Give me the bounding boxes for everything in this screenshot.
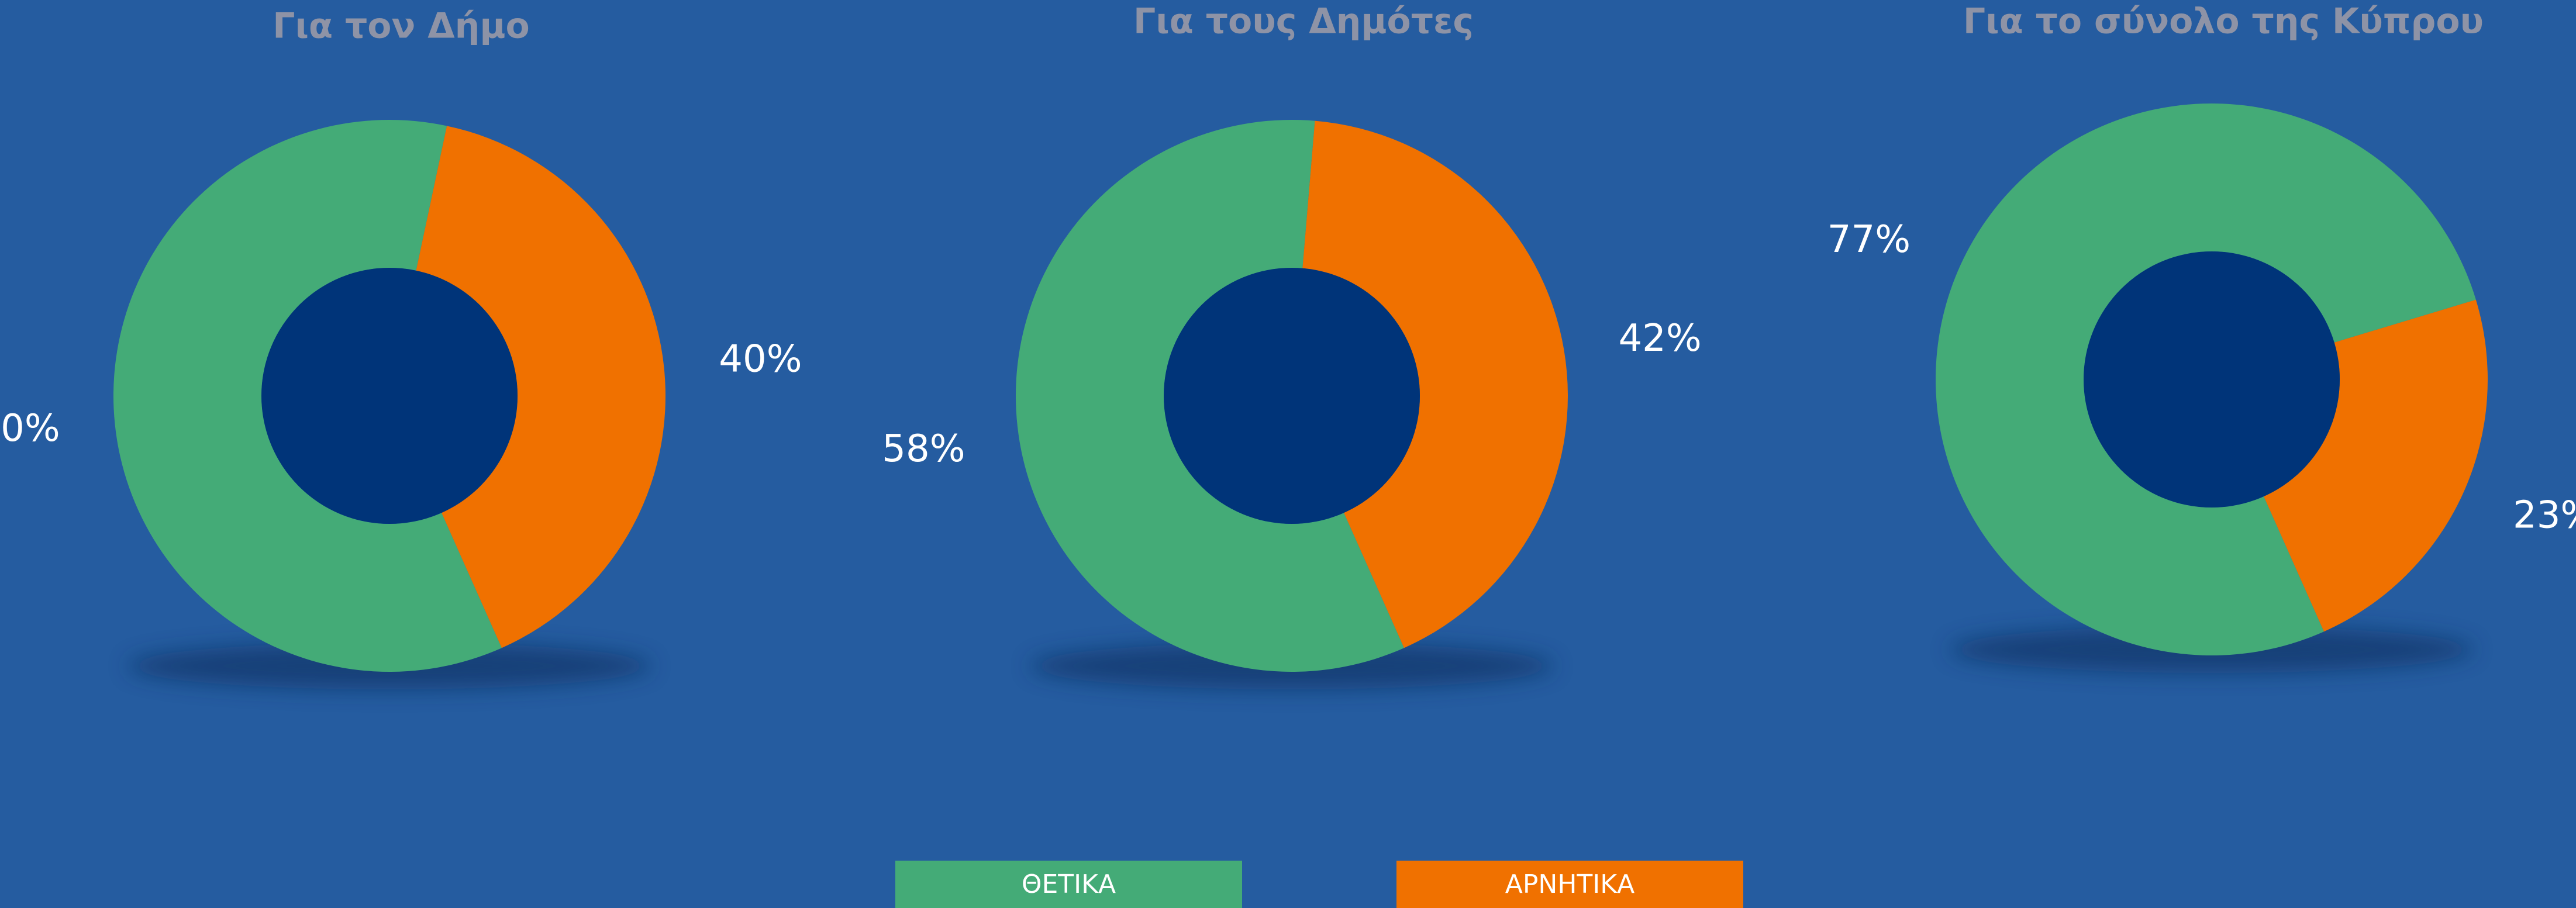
donut-segment	[1016, 119, 1404, 672]
legend-label: ΑΡΝΗΤΙΚΑ	[1505, 869, 1634, 899]
value-label: 77%	[1827, 218, 1911, 261]
value-label: 42%	[1618, 317, 1701, 360]
donut-hole	[261, 268, 518, 524]
legend-label: ΘΕΤΙΚΑ	[1022, 869, 1116, 899]
donut-segment	[416, 126, 665, 648]
legend-swatch	[895, 861, 1242, 908]
donut-segment	[2264, 299, 2488, 632]
value-label: 23%	[2513, 493, 2576, 537]
donut-hole	[1164, 268, 1420, 524]
chart-title: Για τους Δημότες	[1133, 1, 1474, 42]
legend-swatch	[1396, 861, 1743, 908]
donut-segment	[1936, 103, 2476, 655]
value-label: 58%	[882, 427, 965, 471]
chart-title: Για τον Δήμο	[273, 6, 530, 47]
value-label: 60%	[0, 407, 60, 450]
donut-hole	[2084, 251, 2340, 507]
donut-segment	[1302, 120, 1568, 648]
donut-segment	[113, 120, 502, 672]
chart-title: Για το σύνολο της Κύπρου	[1963, 1, 2484, 42]
value-label: 40%	[719, 337, 802, 381]
